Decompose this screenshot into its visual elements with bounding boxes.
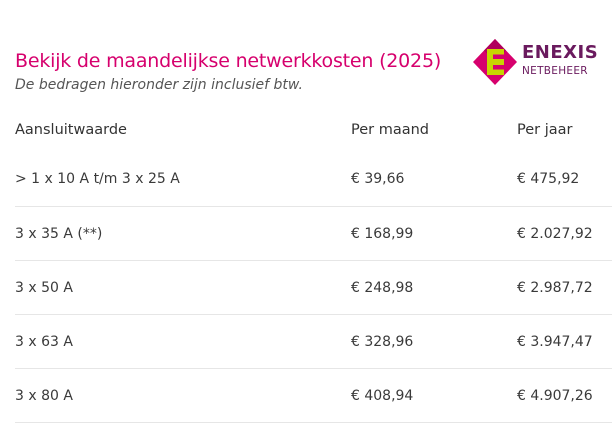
cell-aansluitwaarde: 3 x 50 A (15, 279, 73, 296)
enexis-logo-mark-icon (473, 39, 517, 85)
cell-per-jaar: € 4.907,26 (517, 387, 593, 404)
cell-per-jaar: € 3.947,47 (517, 333, 593, 350)
column-header-per-maand: Per maand (351, 122, 430, 138)
cell-per-maand: € 248,98 (351, 279, 414, 296)
cell-per-maand: € 168,99 (351, 225, 414, 242)
section-header: Bekijk de maandelijkse netwerkkosten (20… (15, 48, 455, 95)
page-title: Bekijk de maandelijkse netwerkkosten (20… (15, 50, 442, 72)
cell-aansluitwaarde: 3 x 80 A (15, 387, 73, 404)
cell-per-jaar: € 475,92 (517, 171, 580, 187)
cell-aansluitwaarde: 3 x 63 A (15, 333, 73, 350)
table-row: 3 x 80 A € 408,94 € 4.907,26 (15, 369, 612, 423)
cell-aansluitwaarde: > 1 x 10 A t/m 3 x 25 A (15, 171, 180, 187)
network-costs-table: Aansluitwaarde Per maand Per jaar > 1 x … (15, 108, 612, 423)
logo-name: ENEXIS (522, 42, 599, 63)
table-row: > 1 x 10 A t/m 3 x 25 A € 39,66 € 475,92 (15, 152, 612, 207)
table-row: 3 x 63 A € 328,96 € 3.947,47 (15, 315, 612, 369)
cell-per-jaar: € 2.027,92 (517, 225, 593, 242)
cell-aansluitwaarde: 3 x 35 A (**) (15, 225, 103, 242)
cell-per-maand: € 328,96 (351, 333, 414, 350)
page-subtitle: De bedragen hieronder zijn inclusief btw… (15, 77, 303, 93)
cell-per-maand: € 39,66 (351, 171, 405, 187)
logo-subtitle: NETBEHEER (522, 65, 588, 77)
table-header-row: Aansluitwaarde Per maand Per jaar (15, 108, 612, 152)
column-header-aansluitwaarde: Aansluitwaarde (15, 122, 127, 138)
table-row: 3 x 50 A € 248,98 € 2.987,72 (15, 261, 612, 315)
table-row: 3 x 35 A (**) € 168,99 € 2.027,92 (15, 207, 612, 261)
column-header-per-jaar: Per jaar (517, 122, 573, 138)
cell-per-maand: € 408,94 (351, 387, 414, 404)
enexis-logo: ENEXIS NETBEHEER (472, 38, 612, 88)
cell-per-jaar: € 2.987,72 (517, 279, 593, 296)
